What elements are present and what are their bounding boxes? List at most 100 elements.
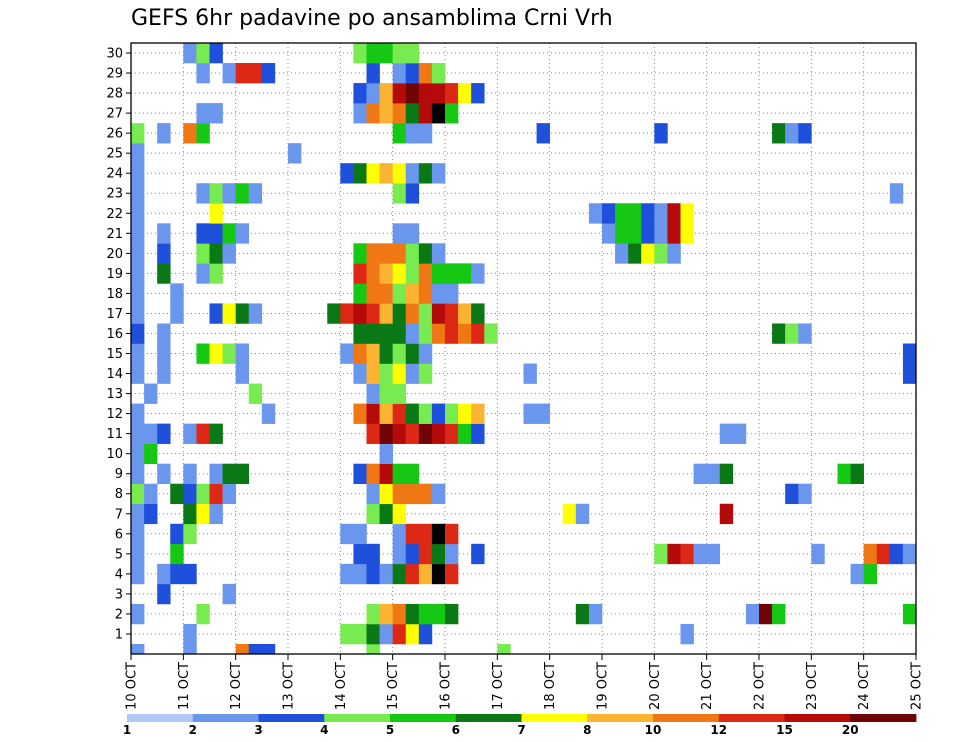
heatmap-cell — [392, 43, 407, 64]
colorbar-swatch — [455, 714, 522, 722]
heatmap-cell — [431, 283, 446, 304]
heatmap-cell — [209, 243, 223, 264]
heatmap-cell — [575, 603, 590, 625]
heatmap-cell — [588, 603, 603, 625]
heatmap-cell — [157, 463, 171, 485]
x-axis: 10 OCT 11 OCT 12 OCT 13 OCT 14 OCT 15 OCT 16 O… — [125, 654, 925, 710]
heatmap-cell — [131, 363, 145, 384]
y-tick-label: 20 — [106, 247, 123, 262]
heatmap-cell — [379, 443, 393, 464]
heatmap-cell — [222, 463, 236, 485]
heatmap-cell — [353, 83, 367, 104]
y-tick-label: 7 — [115, 507, 123, 522]
heatmap-cell — [183, 43, 197, 64]
y-tick-label: 19 — [106, 267, 123, 282]
y-tick-label: 5 — [115, 547, 123, 562]
colorbar-label: 8 — [583, 723, 591, 737]
heatmap-cell — [379, 423, 393, 444]
heatmap-cell — [196, 243, 210, 264]
heatmap-cell — [628, 203, 642, 224]
heatmap-cell — [431, 563, 446, 585]
heatmap-cell — [366, 323, 380, 344]
heatmap-cell — [222, 303, 236, 324]
heatmap-cell — [366, 63, 380, 84]
heatmap-cell — [785, 123, 799, 144]
heatmap-cell — [667, 223, 681, 244]
heatmap-cell — [170, 303, 184, 324]
heatmap-cell — [418, 363, 433, 384]
heatmap-cell — [418, 403, 433, 424]
heatmap-cell — [366, 543, 380, 565]
heatmap-cell — [183, 423, 197, 444]
heatmap-cell — [719, 423, 734, 444]
heatmap-cell — [366, 363, 380, 384]
heatmap-cell — [379, 363, 393, 384]
heatmap-cell — [772, 123, 786, 144]
heatmap-cell — [157, 563, 171, 585]
heatmap-cell — [170, 563, 184, 585]
heatmap-cell — [680, 223, 694, 244]
heatmap-cell — [209, 343, 223, 364]
heatmap-cell — [196, 483, 210, 505]
heatmap-cell — [248, 303, 263, 324]
heatmap-cell — [602, 223, 616, 244]
colorbar-label: 7 — [517, 723, 525, 737]
x-tick-label: 13 OCT — [282, 662, 297, 710]
heatmap-cell — [392, 403, 407, 424]
heatmap-cell — [379, 603, 393, 625]
heatmap-cell — [379, 463, 393, 485]
heatmap-cell — [445, 103, 459, 124]
heatmap-cell — [248, 183, 263, 204]
x-tick-label: 25 OCT — [910, 662, 925, 710]
heatmap-cell — [693, 463, 707, 485]
heatmap-cell — [131, 463, 145, 485]
heatmap-cell — [353, 363, 367, 384]
heatmap-cell — [536, 123, 550, 144]
y-tick-label: 25 — [106, 147, 123, 162]
heatmap-cell — [131, 643, 145, 655]
colorbar-swatch — [587, 714, 654, 722]
colorbar-swatch — [258, 714, 325, 722]
heatmap-cell — [353, 283, 367, 304]
x-tick-label: 12 OCT — [229, 662, 244, 710]
heatmap-cell — [366, 243, 380, 264]
heatmap-cell — [745, 603, 760, 625]
heatmap-cell — [209, 503, 223, 525]
heatmap-cell — [811, 543, 825, 565]
colorbar-legend: 1 2 3 4 5 6 7 8 10 12 15 20 — [123, 714, 917, 737]
heatmap-cell — [131, 123, 145, 144]
heatmap-cell — [183, 563, 197, 585]
heatmap-cell — [366, 163, 380, 184]
heatmap-cell — [405, 523, 420, 545]
x-tick-label: 16 OCT — [439, 662, 454, 710]
heatmap-cell — [131, 303, 145, 324]
heatmap-cell — [431, 103, 446, 124]
heatmap-cell — [902, 603, 917, 625]
heatmap-cell — [131, 343, 145, 364]
heatmap-cell — [405, 43, 420, 64]
colorbar-label: 1 — [123, 723, 131, 737]
heatmap-cell — [418, 343, 433, 364]
y-tick-label: 17 — [106, 307, 123, 322]
y-tick-label: 10 — [106, 447, 123, 462]
heatmap-cell — [536, 403, 550, 424]
heatmap-cell — [405, 343, 420, 364]
y-tick-label: 28 — [106, 87, 123, 102]
heatmap-cell — [471, 403, 485, 424]
y-tick-label: 22 — [106, 207, 123, 222]
heatmap-cell — [719, 463, 734, 485]
colorbar-swatch — [390, 714, 457, 722]
heatmap-cell — [196, 263, 210, 284]
colorbar-swatch — [784, 714, 851, 722]
heatmap-cell — [863, 563, 878, 585]
heatmap-cell — [379, 383, 393, 404]
heatmap-cell — [144, 483, 158, 505]
heatmap-cell — [366, 623, 380, 645]
heatmap-cell — [157, 263, 171, 284]
x-tick-label: 11 OCT — [177, 662, 192, 710]
heatmap-cell — [445, 603, 459, 625]
heatmap-cell — [157, 123, 171, 144]
heatmap-cell — [405, 323, 420, 344]
x-tick-label: 10 OCT — [125, 662, 140, 710]
heatmap-cell — [392, 63, 407, 84]
